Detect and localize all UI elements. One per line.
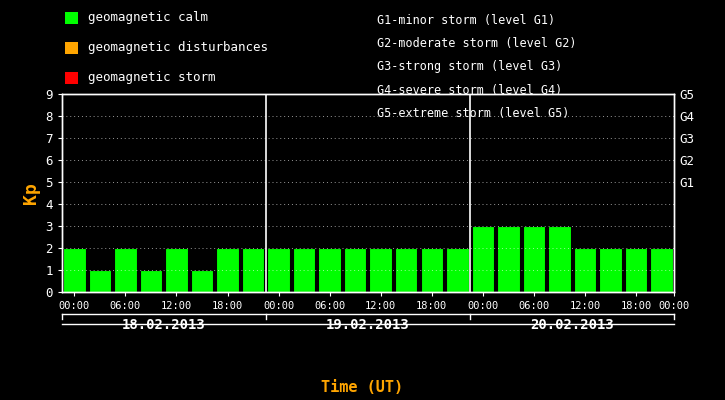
Bar [293,248,315,292]
Bar [523,226,545,292]
Text: 18.02.2013: 18.02.2013 [122,318,206,332]
Bar [548,226,571,292]
Text: 19.02.2013: 19.02.2013 [326,318,410,332]
Bar [140,270,162,292]
Text: G4-severe storm (level G4): G4-severe storm (level G4) [377,84,563,97]
Bar [370,248,392,292]
Text: geomagnetic disturbances: geomagnetic disturbances [88,42,268,54]
Bar [165,248,188,292]
Bar [63,248,86,292]
Text: geomagnetic calm: geomagnetic calm [88,12,208,24]
Bar [242,248,265,292]
Bar [625,248,647,292]
Bar [344,248,366,292]
Bar [497,226,520,292]
Text: G1-minor storm (level G1): G1-minor storm (level G1) [377,14,555,27]
Bar [573,248,596,292]
Y-axis label: Kp: Kp [22,182,40,204]
Bar [216,248,239,292]
Text: G5-extreme storm (level G5): G5-extreme storm (level G5) [377,107,569,120]
Bar [395,248,418,292]
Text: 20.02.2013: 20.02.2013 [530,318,614,332]
Bar [446,248,468,292]
Text: Time (UT): Time (UT) [321,380,404,395]
Bar [420,248,443,292]
Bar [115,248,137,292]
Bar [268,248,290,292]
Bar [88,270,111,292]
Bar [471,226,494,292]
Text: geomagnetic storm: geomagnetic storm [88,72,215,84]
Bar [650,248,673,292]
Bar [318,248,341,292]
Bar [599,248,621,292]
Text: G2-moderate storm (level G2): G2-moderate storm (level G2) [377,37,576,50]
Text: G3-strong storm (level G3): G3-strong storm (level G3) [377,60,563,74]
Bar [191,270,213,292]
